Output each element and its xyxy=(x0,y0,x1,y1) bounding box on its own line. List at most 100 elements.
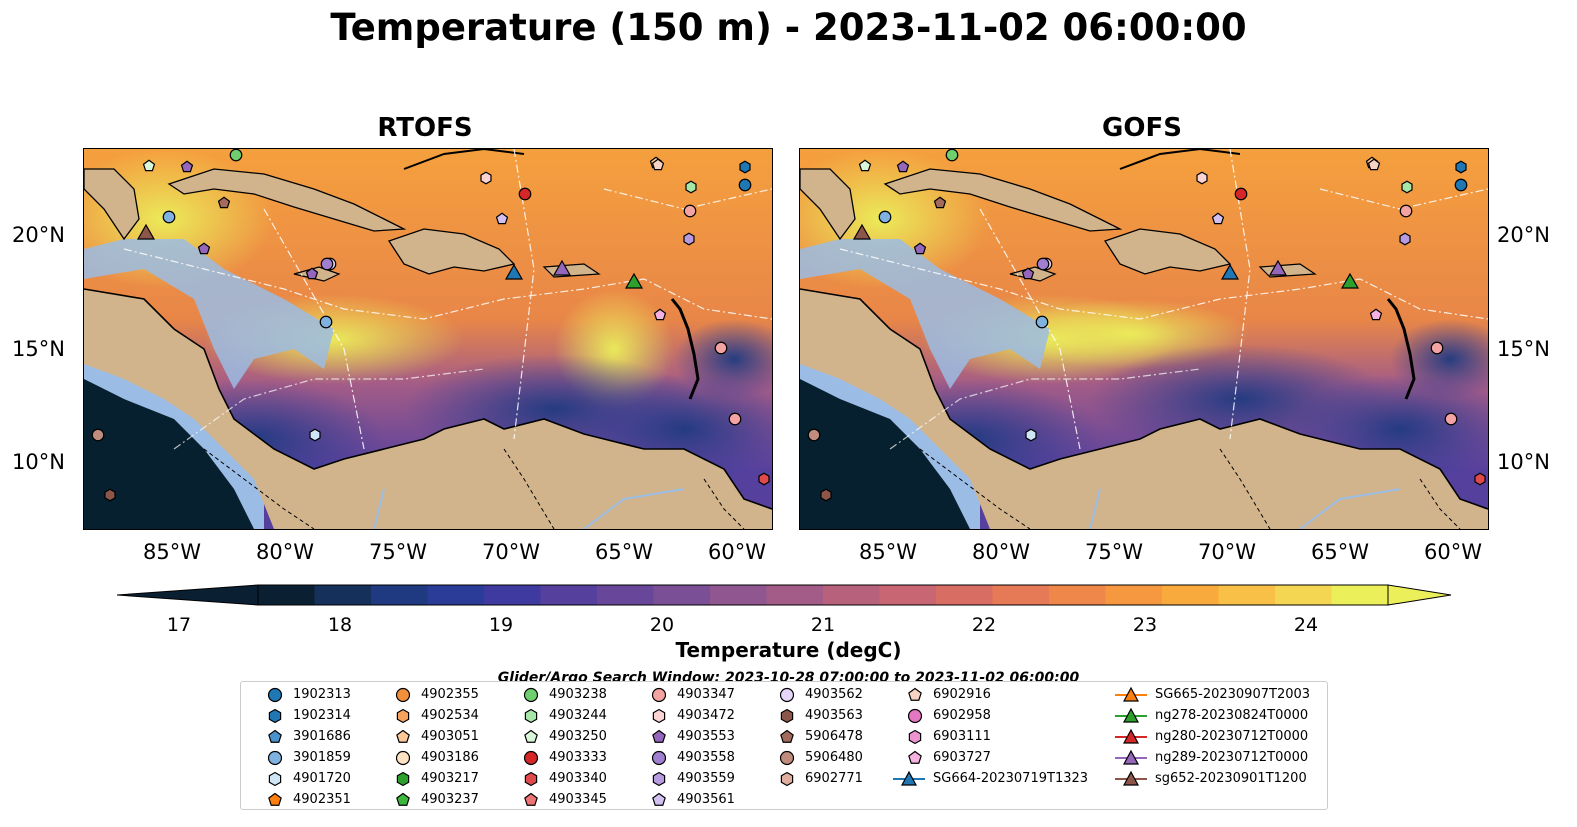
lon-label-60w: 60°W xyxy=(708,540,766,564)
legend-label: 4903333 xyxy=(549,750,607,765)
argo-float-marker xyxy=(217,196,231,209)
legend-item-4903237: 4903237 xyxy=(381,789,479,810)
legend-label: 3901686 xyxy=(293,729,351,744)
argo-float-marker xyxy=(1399,232,1411,246)
legend-label: 4903051 xyxy=(421,729,479,744)
legend-hexagon-icon xyxy=(652,771,666,786)
legend-item-4903250: 4903250 xyxy=(509,726,607,747)
argo-float-marker xyxy=(807,428,821,442)
colorbar-tick: 19 xyxy=(488,614,514,636)
colorbar-segment xyxy=(653,585,711,605)
legend-label: sg652-20230901T1200 xyxy=(1155,771,1307,786)
glider-marker xyxy=(624,272,644,289)
argo-float-marker xyxy=(1454,178,1468,192)
legend-triangle-icon xyxy=(1115,749,1147,765)
legend-label: 6903727 xyxy=(933,750,991,765)
colorbar-tick: 21 xyxy=(810,614,836,636)
legend-pentagon-icon xyxy=(908,750,922,764)
glider-marker xyxy=(552,259,572,276)
legend-circle-icon xyxy=(523,687,539,702)
argo-float-marker xyxy=(683,232,695,246)
legend-label: 4903553 xyxy=(677,729,735,744)
colorbar-tick: 17 xyxy=(166,614,192,636)
legend-item-4903244: 4903244 xyxy=(509,705,607,726)
legend-pentagon-icon xyxy=(524,729,538,743)
legend-hexagon-icon xyxy=(524,708,538,723)
colorbar-segment xyxy=(766,585,824,605)
argo-float-marker xyxy=(1367,158,1381,171)
legend-circle-icon xyxy=(267,750,283,765)
colorbar-segment xyxy=(710,585,767,605)
argo-float-marker xyxy=(738,178,752,192)
legend-item-5906480: 5906480 xyxy=(765,747,863,768)
legend-triangle-icon xyxy=(1115,707,1147,723)
lat-label-10n-right: 10°N xyxy=(1497,450,1550,474)
legend-label: 4903217 xyxy=(421,771,479,786)
legend-item-6902958: 6902958 xyxy=(893,705,991,726)
legend-label: SG664-20230719T1323 xyxy=(933,771,1089,786)
legend-item-4903347: 4903347 xyxy=(637,684,735,705)
legend-item-6902771: 6902771 xyxy=(765,768,863,789)
colorbar-segment xyxy=(258,585,315,605)
lon-label-75w: 75°W xyxy=(369,540,427,564)
legend-label: 4903562 xyxy=(805,687,863,702)
legend-item-4903340: 4903340 xyxy=(509,768,607,789)
argo-float-marker xyxy=(685,180,697,194)
legend-label: 4903244 xyxy=(549,708,607,723)
colorbar xyxy=(116,583,1453,611)
glider-marker xyxy=(504,263,524,280)
map-panel-rtofs[interactable] xyxy=(83,148,773,530)
lon-label-85w: 85°W xyxy=(859,540,917,564)
legend-hexagon-icon xyxy=(396,708,410,723)
lon-label-65w: 65°W xyxy=(1311,540,1369,564)
colorbar-segment xyxy=(1105,585,1163,605)
argo-float-marker xyxy=(758,472,770,486)
legend-triangle-icon xyxy=(1115,728,1147,744)
legend-label: 4903186 xyxy=(421,750,479,765)
colorbar-tick: 23 xyxy=(1132,614,1158,636)
map-panel-gofs[interactable] xyxy=(799,148,1489,530)
colorbar-border xyxy=(257,584,1389,606)
colorbar-tick: 24 xyxy=(1293,614,1319,636)
legend-label: SG665-20230907T2003 xyxy=(1155,687,1311,702)
legend-item-3901859: 3901859 xyxy=(253,747,351,768)
legend-hexagon-icon xyxy=(908,729,922,744)
legend-label: 4903340 xyxy=(549,771,607,786)
lon-label-80w: 80°W xyxy=(972,540,1030,564)
legend-item-ng289-20230712T0000: ng289-20230712T0000 xyxy=(1115,747,1308,768)
legend-item-4903561: 4903561 xyxy=(637,789,735,810)
argo-float-marker xyxy=(913,242,927,255)
colorbar-segment xyxy=(1218,585,1276,605)
legend-pentagon-icon xyxy=(780,729,794,743)
legend-pentagon-icon xyxy=(396,729,410,743)
colorbar-segment xyxy=(371,585,428,605)
glider-marker xyxy=(136,223,156,240)
legend-triangle-icon xyxy=(1115,770,1147,786)
legend-item-4903563: 4903563 xyxy=(765,705,863,726)
legend-item-4902355: 4902355 xyxy=(381,684,479,705)
legend-label: 4902355 xyxy=(421,687,479,702)
legend-item-ng278-20230824T0000: ng278-20230824T0000 xyxy=(1115,705,1308,726)
legend-circle-icon xyxy=(907,708,923,723)
legend-item-4903553: 4903553 xyxy=(637,726,735,747)
argo-float-marker xyxy=(319,315,333,329)
panel-title-rtofs: RTOFS xyxy=(377,113,473,143)
legend-item-ng280-20230712T0000: ng280-20230712T0000 xyxy=(1115,726,1308,747)
lon-label-85w: 85°W xyxy=(143,540,201,564)
legend-label: 4903238 xyxy=(549,687,607,702)
argo-float-marker xyxy=(1036,257,1050,271)
legend-item-4903345: 4903345 xyxy=(509,789,607,810)
legend-item-4902534: 4902534 xyxy=(381,705,479,726)
colorbar-tick: 22 xyxy=(971,614,997,636)
legend-circle-icon xyxy=(779,687,795,702)
legend-label: 4903347 xyxy=(677,687,735,702)
colorbar-tick: 18 xyxy=(327,614,353,636)
legend-triangle-icon xyxy=(893,770,925,786)
legend-item-5906478: 5906478 xyxy=(765,726,863,747)
legend-label: 4903250 xyxy=(549,729,607,744)
legend-label: 4903561 xyxy=(677,792,735,807)
argo-float-marker xyxy=(309,428,321,442)
lat-label-10n-left: 10°N xyxy=(12,450,65,474)
colorbar-segment xyxy=(597,585,654,605)
argo-float-marker xyxy=(1401,180,1413,194)
